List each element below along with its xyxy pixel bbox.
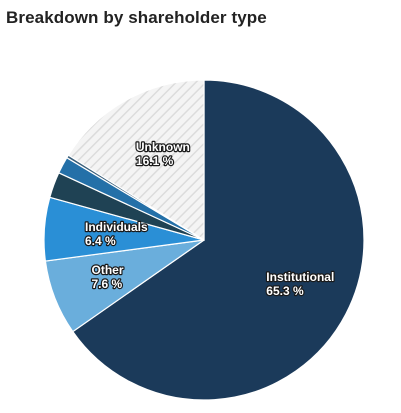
pie-value-unknown: 16.1 %	[136, 154, 174, 168]
pie-label-other: Other	[92, 263, 124, 277]
pie-label-unknown: Unknown	[136, 140, 190, 154]
pie-slice-unknown	[67, 79, 205, 242]
pie-slices	[43, 79, 365, 401]
pie-label-institutional: Institutional	[266, 270, 334, 284]
pie-value-individuals: 6.4 %	[85, 234, 116, 248]
chart-title: Breakdown by shareholder type	[6, 8, 267, 27]
pie-slice-institutional	[71, 79, 365, 401]
pie-label-individuals: Individuals	[85, 220, 148, 234]
pie-value-institutional: 65.3 %	[266, 284, 304, 298]
pie-value-other: 7.6 %	[92, 277, 123, 291]
